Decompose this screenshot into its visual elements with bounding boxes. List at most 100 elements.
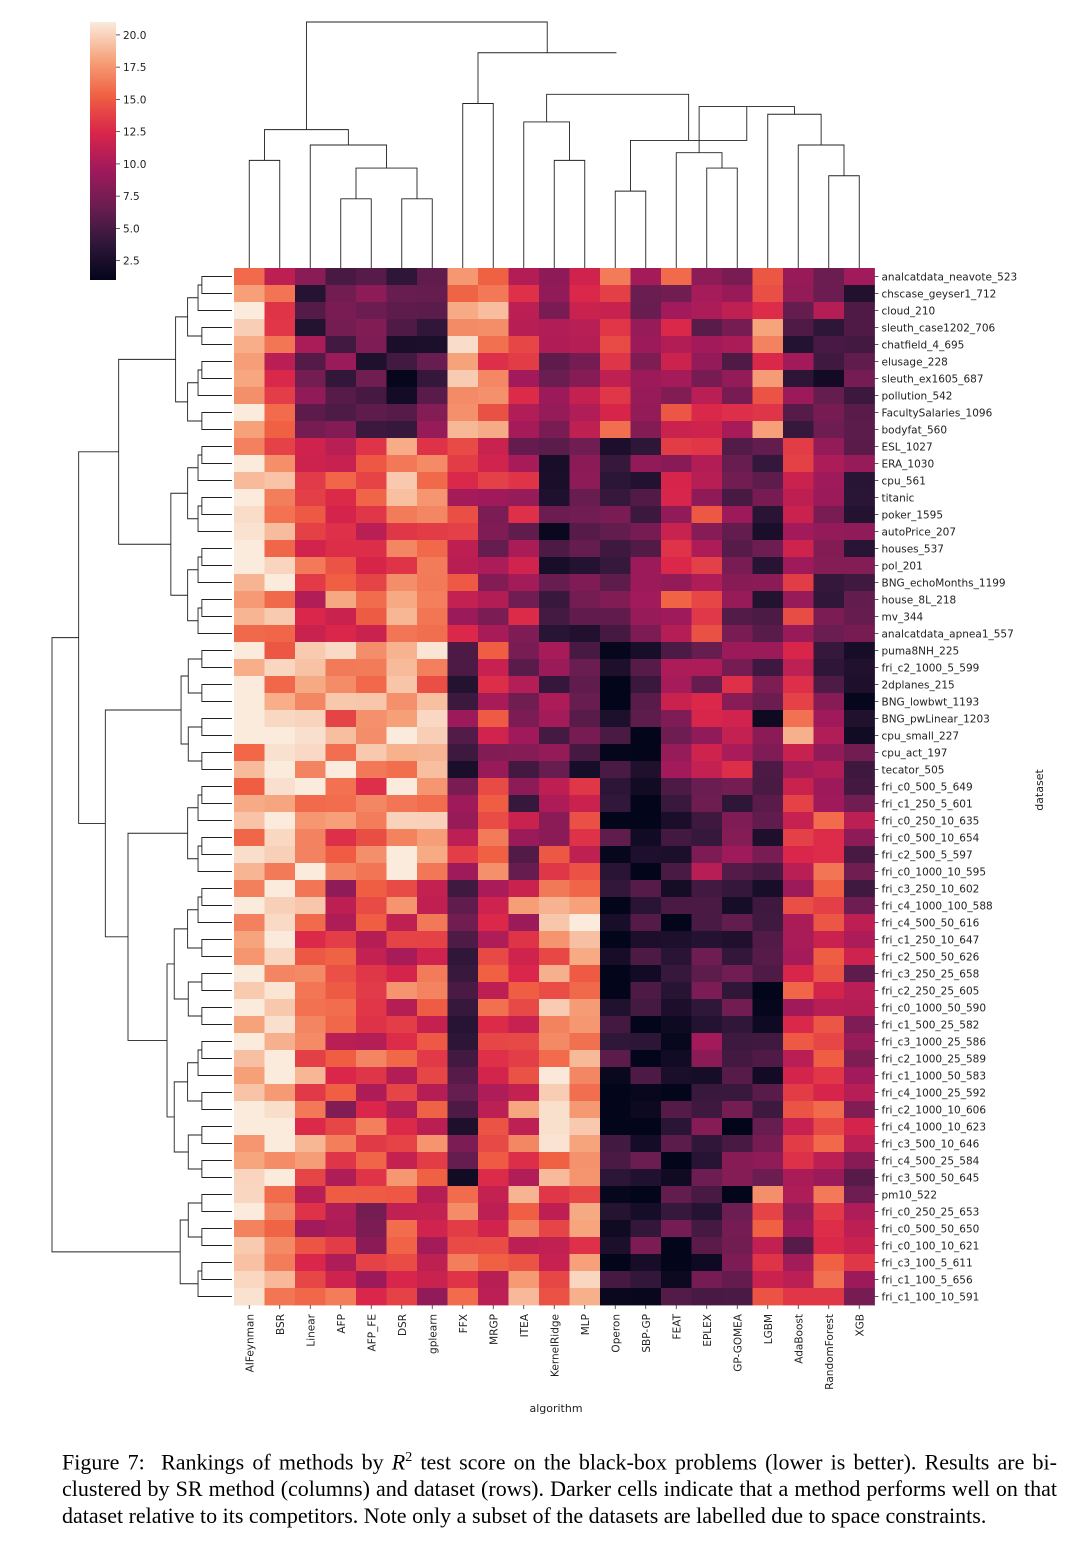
row-dendrogram-link (201, 1126, 232, 1144)
row-label: fri_c2_250_25_605 (882, 986, 980, 998)
row-label: BNG_pwLinear_1203 (882, 714, 990, 726)
row-dendrogram-link (201, 752, 232, 770)
heatmap-cell (386, 1237, 418, 1255)
heatmap-cell (539, 370, 570, 388)
heatmap-cell (478, 1220, 509, 1238)
heatmap-cell (386, 1016, 418, 1034)
heatmap-cell (478, 625, 509, 643)
heatmap-cell (234, 438, 265, 456)
heatmap-cell (264, 319, 296, 337)
heatmap-cell (630, 285, 662, 303)
heatmap-cell (691, 370, 723, 388)
heatmap-cell (752, 676, 784, 694)
heatmap-cell (783, 948, 814, 966)
heatmap-cell (539, 965, 570, 983)
heatmap-cell (752, 540, 784, 558)
heatmap-cell (447, 285, 479, 303)
heatmap-cell (234, 540, 265, 558)
heatmap-cell (264, 710, 296, 728)
heatmap-cell (264, 540, 296, 558)
heatmap-cell (630, 948, 662, 966)
heatmap-cell (844, 693, 875, 711)
heatmap-cell (386, 693, 418, 711)
heatmap-cell (539, 557, 570, 575)
row-dendrogram-link (170, 492, 188, 596)
heatmap-cell (386, 1288, 418, 1306)
heatmap-cell (264, 1220, 296, 1238)
heatmap-cell (356, 880, 387, 898)
heatmap-cell (478, 370, 509, 388)
heatmap-cell (234, 1016, 265, 1034)
heatmap-cell (539, 625, 570, 643)
heatmap-cell (691, 965, 723, 983)
heatmap-cell (783, 965, 814, 983)
heatmap-cell (386, 625, 418, 643)
heatmap-cell (844, 965, 875, 983)
heatmap-cell (417, 285, 448, 303)
heatmap-cell (539, 404, 570, 422)
heatmap-cell (508, 302, 540, 320)
heatmap-cell (508, 744, 540, 762)
heatmap-cell (539, 1186, 570, 1204)
heatmap-cell (295, 268, 326, 286)
column-label: KernelRidge (549, 1314, 561, 1377)
heatmap-cell (325, 1101, 357, 1119)
row-label: bodyfat_560 (882, 425, 948, 437)
heatmap-cell (752, 455, 784, 473)
heatmap-cell (844, 642, 875, 660)
heatmap-cell (295, 795, 326, 813)
heatmap-cell (813, 591, 845, 609)
heatmap-cell (508, 1169, 540, 1187)
heatmap-cell (508, 574, 540, 592)
heatmap-cell (356, 1084, 387, 1102)
heatmap-cell (600, 795, 631, 813)
heatmap-cell (508, 489, 540, 507)
heatmap-cell (600, 557, 631, 575)
heatmap-cell (722, 387, 753, 405)
heatmap-cell (508, 404, 540, 422)
heatmap-cell (722, 625, 753, 643)
column-label: AFP (336, 1314, 348, 1334)
heatmap-cell (447, 744, 479, 762)
heatmap-cell (264, 744, 296, 762)
heatmap-cell (539, 1288, 570, 1306)
heatmap-cell (813, 353, 845, 371)
heatmap-cell (264, 642, 296, 660)
heatmap-cell (752, 608, 784, 626)
heatmap-cell (813, 914, 845, 932)
heatmap-cell (386, 506, 418, 524)
heatmap-cell (691, 557, 723, 575)
caption-text-after: test score on the black-box problems (lo… (62, 1449, 1057, 1529)
heatmap-cell (508, 1220, 540, 1238)
heatmap-cell (600, 1271, 631, 1289)
heatmap-cell (325, 761, 357, 779)
column-dendrogram-link (546, 93, 690, 141)
heatmap-cell (569, 353, 601, 371)
heatmap-cell (783, 302, 814, 320)
row-label: fri_c4_1000_100_588 (882, 901, 993, 913)
column-label: Operon (610, 1314, 622, 1353)
heatmap-cell (356, 931, 387, 949)
heatmap-cell (569, 999, 601, 1017)
heatmap-cell (722, 829, 753, 847)
heatmap-cell (630, 625, 662, 643)
heatmap-cell (722, 1254, 753, 1272)
heatmap-cell (478, 1271, 509, 1289)
heatmap-cell (691, 710, 723, 728)
heatmap-cell (356, 1152, 387, 1170)
row-dendrogram-link (201, 1262, 232, 1280)
heatmap-cell (356, 1271, 387, 1289)
heatmap-cell (417, 387, 448, 405)
heatmap-cell (447, 795, 479, 813)
heatmap-cell (264, 812, 296, 830)
row-dendrogram-link (78, 451, 119, 824)
heatmap-cell (508, 914, 540, 932)
heatmap-cell (356, 302, 387, 320)
heatmap-cell (569, 1169, 601, 1187)
row-dendrogram-link (201, 1228, 232, 1246)
heatmap-cell (264, 1118, 296, 1136)
heatmap-cell (447, 319, 479, 337)
heatmap-cell (691, 404, 723, 422)
heatmap-cell (325, 1016, 357, 1034)
heatmap-cell (386, 1169, 418, 1187)
